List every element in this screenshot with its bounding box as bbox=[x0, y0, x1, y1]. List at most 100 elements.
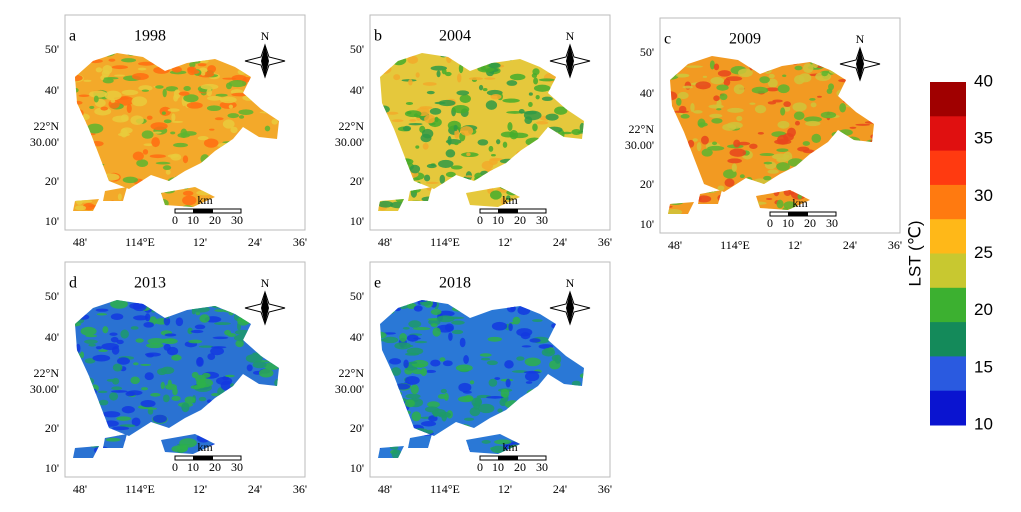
lst-patch bbox=[839, 103, 846, 113]
lst-patch bbox=[87, 417, 99, 423]
lst-patch bbox=[269, 78, 279, 84]
scale-tick: 10 bbox=[782, 216, 794, 230]
lst-patch bbox=[90, 384, 99, 391]
lst-patch bbox=[464, 395, 474, 401]
lst-patch bbox=[668, 199, 683, 205]
lst-patch bbox=[92, 355, 110, 362]
lst-patch bbox=[238, 69, 247, 75]
lst-patch bbox=[682, 86, 693, 89]
lat-label: 22°N bbox=[34, 366, 60, 380]
lst-patch bbox=[533, 200, 543, 204]
lat-label: 30.00' bbox=[30, 135, 59, 149]
lst-patch bbox=[259, 369, 274, 378]
panel-year: 2004 bbox=[439, 28, 471, 45]
lst-patch bbox=[161, 382, 165, 389]
lst-patch bbox=[133, 362, 139, 365]
lst-patch bbox=[500, 159, 517, 164]
lst-patch bbox=[749, 144, 757, 149]
lon-label: 24' bbox=[553, 482, 567, 496]
lst-patch bbox=[403, 360, 408, 369]
lst-patch bbox=[413, 337, 421, 339]
lst-patch bbox=[151, 137, 160, 147]
lst-patch bbox=[252, 421, 268, 425]
lst-patch bbox=[258, 405, 272, 411]
lst-patch bbox=[412, 428, 428, 433]
lst-patch bbox=[143, 149, 148, 155]
lst-patch bbox=[385, 391, 402, 397]
lst-patch bbox=[866, 203, 882, 213]
lst-patch bbox=[182, 195, 196, 205]
lst-patch bbox=[769, 74, 775, 78]
lst-patch bbox=[539, 193, 553, 201]
lst-patch bbox=[446, 54, 452, 63]
lst-patch bbox=[566, 76, 579, 83]
lst-patch bbox=[426, 430, 434, 434]
lst-patch bbox=[729, 149, 746, 157]
lat-label: 40' bbox=[45, 330, 59, 344]
lst-patch bbox=[809, 98, 815, 101]
lst-patch bbox=[408, 123, 422, 125]
scale-tick: 30 bbox=[536, 460, 548, 474]
lst-patch bbox=[207, 164, 224, 169]
lst-patch bbox=[229, 105, 233, 109]
lst-patch bbox=[817, 192, 823, 198]
lst-patch bbox=[532, 319, 543, 322]
lst-patch bbox=[271, 146, 280, 151]
lst-patch bbox=[517, 305, 530, 315]
lst-patch bbox=[549, 173, 554, 177]
lst-patch bbox=[862, 160, 868, 168]
lst-patch bbox=[193, 60, 201, 63]
lst-patch bbox=[170, 131, 175, 134]
lst-patch bbox=[416, 182, 421, 187]
lst-patch bbox=[850, 149, 859, 151]
lst-patch bbox=[746, 177, 753, 183]
lst-patch bbox=[243, 425, 248, 430]
lst-patch bbox=[267, 354, 272, 358]
lst-patch bbox=[869, 163, 876, 172]
lst-patch bbox=[145, 453, 161, 461]
lst-patch bbox=[259, 432, 276, 441]
lst-patch bbox=[78, 314, 90, 319]
lst-patch bbox=[803, 149, 815, 153]
lat-label: 50' bbox=[45, 42, 59, 56]
lst-patch bbox=[457, 425, 463, 433]
lst-patch bbox=[199, 314, 209, 323]
lst-patch bbox=[66, 121, 80, 126]
lst-patch bbox=[172, 58, 178, 65]
lst-patch bbox=[422, 129, 433, 139]
lst-patch bbox=[121, 114, 129, 121]
lst-patch bbox=[72, 137, 86, 145]
lst-patch bbox=[482, 440, 491, 444]
lst-patch bbox=[546, 159, 557, 165]
lst-patch bbox=[437, 71, 441, 78]
lst-patch bbox=[256, 453, 261, 455]
lst-patch bbox=[406, 102, 413, 105]
lst-patch bbox=[727, 158, 742, 163]
lst-patch bbox=[551, 185, 565, 189]
lst-patch bbox=[81, 327, 97, 336]
lst-patch bbox=[528, 102, 533, 107]
lst-patch bbox=[753, 64, 766, 72]
lst-patch bbox=[434, 102, 445, 105]
lst-patch bbox=[223, 196, 237, 198]
lon-label: 36' bbox=[598, 235, 612, 249]
lat-label: 22°N bbox=[339, 366, 365, 380]
lst-patch bbox=[222, 141, 239, 143]
panel-year: 2018 bbox=[439, 275, 471, 292]
lst-patch bbox=[695, 81, 710, 89]
lst-patch bbox=[69, 312, 81, 315]
lst-patch bbox=[108, 59, 115, 62]
lst-patch bbox=[378, 417, 385, 424]
lst-patch bbox=[564, 428, 579, 433]
lst-patch bbox=[510, 133, 528, 138]
lst-patch bbox=[782, 75, 786, 78]
lst-patch bbox=[777, 200, 784, 209]
lst-patch bbox=[763, 176, 771, 181]
lst-patch bbox=[549, 185, 566, 191]
lst-patch bbox=[431, 323, 438, 327]
lst-patch bbox=[788, 158, 804, 167]
lst-patch bbox=[133, 315, 148, 320]
lat-label: 22°N bbox=[629, 122, 655, 136]
lst-patch bbox=[427, 91, 435, 94]
lst-patch bbox=[555, 354, 562, 363]
